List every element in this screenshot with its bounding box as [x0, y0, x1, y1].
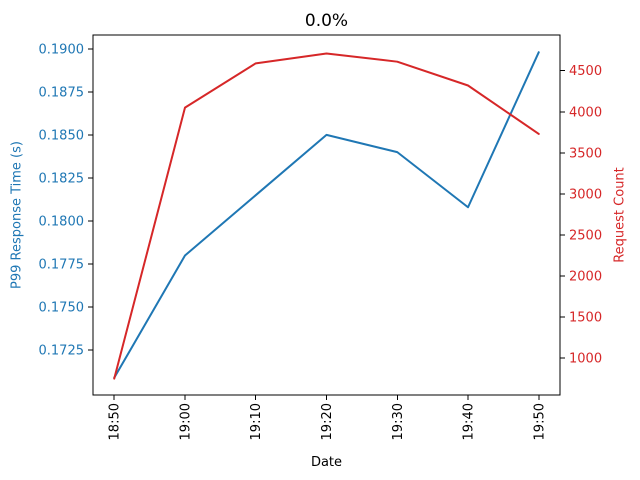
y-tick-label-left: 0.1825: [39, 171, 85, 186]
y-tick-label-right: 3000: [569, 187, 602, 202]
series-line-left: [113, 51, 540, 379]
y-tick-label-left: 0.1725: [39, 344, 85, 359]
plot-border: [92, 34, 561, 396]
y-tick-label-left: 0.1800: [39, 215, 85, 230]
chart-title: 0.0%: [304, 11, 349, 31]
y-tick-label-right: 2000: [569, 269, 602, 284]
y-axis-label-right: Request Count: [612, 167, 628, 263]
y-tick-label-right: 2500: [569, 228, 602, 243]
x-tick-label: 19:50: [532, 403, 547, 440]
y-tick-label-right: 4500: [569, 64, 602, 79]
y-tick-label-right: 3500: [569, 146, 602, 161]
x-tick-label: 19:40: [462, 403, 477, 440]
y-tick-label-right: 4000: [569, 105, 602, 120]
y-tick-label-left: 0.1850: [39, 128, 85, 143]
y-tick-label-right: 1500: [569, 311, 602, 326]
x-tick-label: 19:20: [320, 403, 335, 440]
y-tick-label-left: 0.1775: [39, 258, 85, 273]
y-tick-label-right: 1000: [569, 352, 602, 367]
x-axis-label: Date: [310, 455, 343, 470]
x-tick-label: 19:10: [249, 403, 264, 440]
x-tick-label: 19:30: [391, 403, 406, 440]
y-tick-label-left: 0.1900: [39, 42, 85, 57]
series-line-right: [113, 52, 540, 380]
x-tick-label: 19:00: [178, 403, 193, 440]
y-tick-label-left: 0.1750: [39, 301, 85, 316]
y-axis-label-left: P99 Response Time (s): [9, 141, 25, 289]
y-tick-label-left: 0.1875: [39, 85, 85, 100]
x-tick-label: 18:50: [108, 403, 123, 440]
